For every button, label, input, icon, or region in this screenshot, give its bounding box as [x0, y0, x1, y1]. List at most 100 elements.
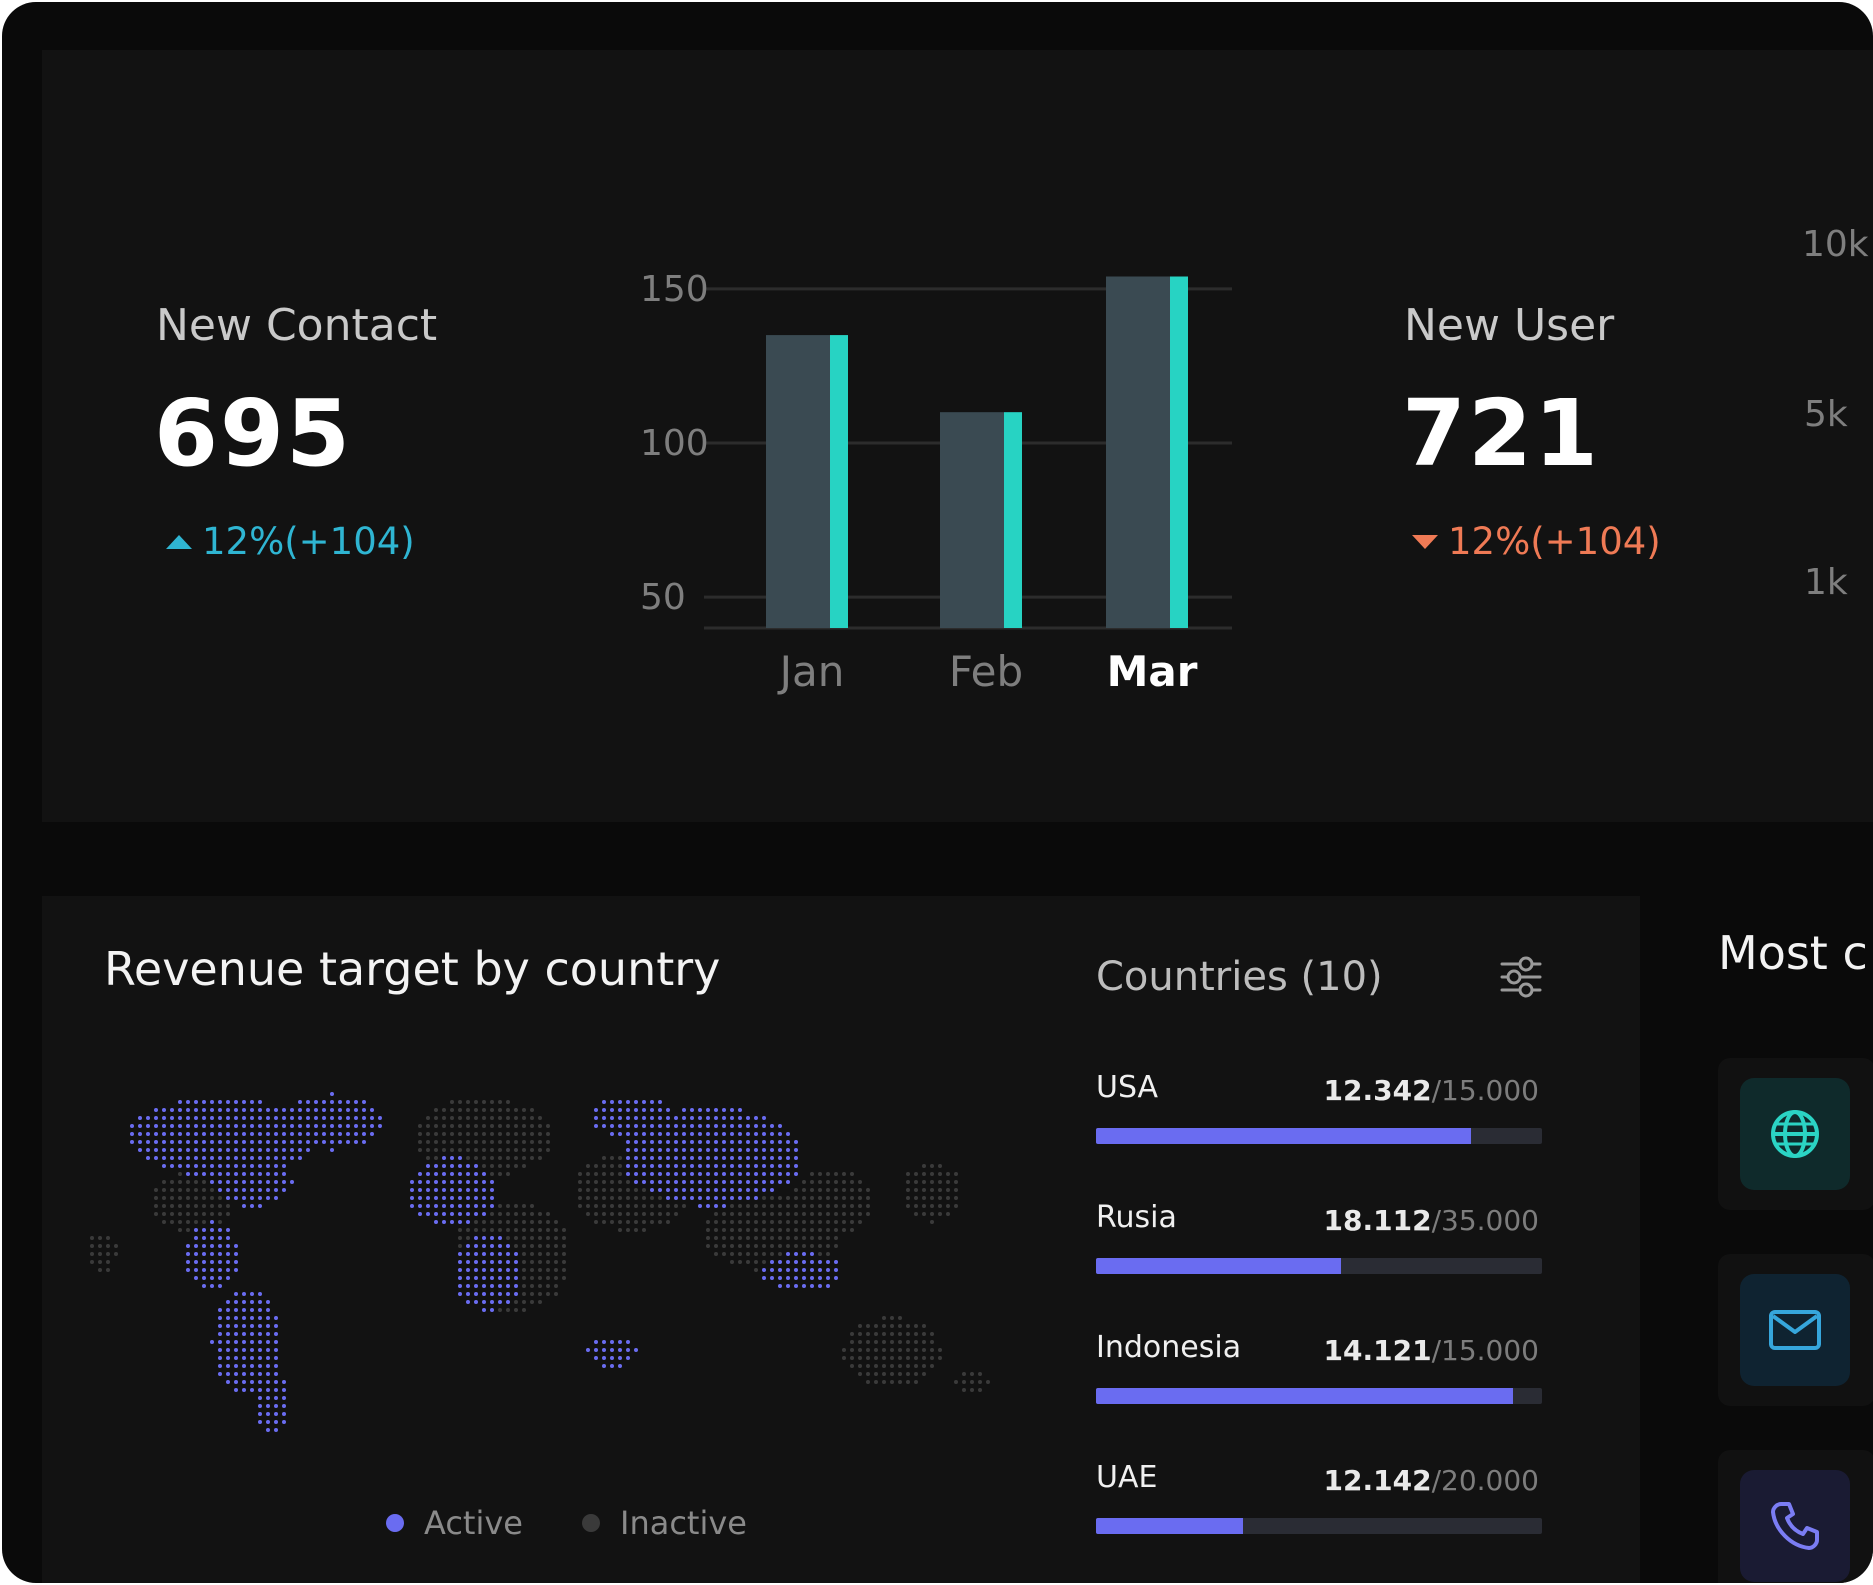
- bar-mar[interactable]: [1106, 276, 1170, 629]
- map-dot-inactive: [770, 1228, 774, 1232]
- map-dot-active: [722, 1204, 726, 1208]
- map-dot-active: [466, 1284, 470, 1288]
- map-dot-active: [650, 1116, 654, 1120]
- map-dot-active: [234, 1364, 238, 1368]
- bar-highlight-jan[interactable]: [830, 335, 848, 628]
- map-dot-active: [826, 1260, 830, 1264]
- map-dot-active: [266, 1188, 270, 1192]
- map-dot-inactive: [970, 1372, 974, 1376]
- map-dot-active: [330, 1100, 334, 1104]
- map-dot-active: [218, 1172, 222, 1176]
- map-dot-inactive: [594, 1188, 598, 1192]
- channel-row-web[interactable]: [1718, 1058, 1873, 1210]
- map-dot-active: [154, 1132, 158, 1136]
- new-user-delta-text: 12%(+104): [1448, 520, 1661, 563]
- map-dot-inactive: [746, 1252, 750, 1256]
- map-dot-inactive: [754, 1252, 758, 1256]
- map-dot-inactive: [90, 1244, 94, 1248]
- map-dot-active: [146, 1132, 150, 1136]
- map-dot-inactive: [946, 1196, 950, 1200]
- map-dot-active: [754, 1148, 758, 1152]
- bar-jan[interactable]: [766, 335, 830, 628]
- legend-active-dot: [386, 1514, 404, 1532]
- map-dot-active: [242, 1340, 246, 1344]
- bar-feb[interactable]: [940, 412, 1004, 628]
- map-dot-active: [482, 1180, 486, 1184]
- map-dot-inactive: [482, 1116, 486, 1120]
- map-dot-inactive: [546, 1124, 550, 1128]
- map-dot-inactive: [706, 1236, 710, 1240]
- map-dot-active: [626, 1100, 630, 1104]
- map-dot-inactive: [546, 1284, 550, 1288]
- map-dot-active: [154, 1108, 158, 1112]
- map-dot-inactive: [178, 1188, 182, 1192]
- map-dot-active: [250, 1348, 254, 1352]
- map-dot-active: [282, 1140, 286, 1144]
- map-dot-inactive: [594, 1196, 598, 1200]
- map-dot-inactive: [858, 1212, 862, 1216]
- map-dot-inactive: [906, 1372, 910, 1376]
- map-dot-active: [722, 1132, 726, 1136]
- map-dot-active: [226, 1156, 230, 1160]
- map-dot-active: [282, 1108, 286, 1112]
- map-dot-inactive: [634, 1188, 638, 1192]
- map-dot-inactive: [714, 1220, 718, 1224]
- map-dot-active: [474, 1172, 478, 1176]
- map-dot-inactive: [218, 1212, 222, 1216]
- map-dot-inactive: [634, 1212, 638, 1216]
- map-dot-active: [234, 1244, 238, 1248]
- map-dot-inactive: [506, 1308, 510, 1312]
- map-dot-inactive: [498, 1172, 502, 1176]
- map-dot-inactive: [954, 1172, 958, 1176]
- map-dot-inactive: [938, 1348, 942, 1352]
- map-dot-active: [666, 1172, 670, 1176]
- map-dot-active: [650, 1156, 654, 1160]
- map-dot-inactive: [930, 1164, 934, 1168]
- map-dot-active: [282, 1420, 286, 1424]
- map-dot-inactive: [562, 1252, 566, 1256]
- map-dot-inactive: [490, 1116, 494, 1120]
- map-dot-active: [626, 1132, 630, 1136]
- channel-row-phone[interactable]: [1718, 1450, 1873, 1583]
- map-dot-active: [186, 1148, 190, 1152]
- map-dot-active: [194, 1132, 198, 1136]
- map-dot-active: [170, 1132, 174, 1136]
- map-dot-inactive: [154, 1196, 158, 1200]
- map-dot-inactive: [786, 1204, 790, 1208]
- map-dot-active: [226, 1260, 230, 1264]
- map-dot-active: [290, 1132, 294, 1136]
- map-dot-active: [242, 1172, 246, 1176]
- map-dot-active: [194, 1236, 198, 1240]
- map-dot-active: [666, 1124, 670, 1128]
- map-dot-active: [274, 1404, 278, 1408]
- map-dot-inactive: [218, 1204, 222, 1208]
- channel-row-email[interactable]: [1718, 1254, 1873, 1406]
- map-dot-active: [234, 1268, 238, 1272]
- x-tick-label: Mar: [1107, 647, 1198, 696]
- map-dot-active: [738, 1188, 742, 1192]
- map-dot-active: [610, 1356, 614, 1360]
- map-dot-inactive: [810, 1196, 814, 1200]
- map-dot-inactive: [522, 1156, 526, 1160]
- map-dot-active: [362, 1116, 366, 1120]
- bar-highlight-feb[interactable]: [1004, 412, 1022, 628]
- map-dot-inactive: [474, 1228, 478, 1232]
- map-dot-active: [682, 1164, 686, 1168]
- map-dot-active: [314, 1140, 318, 1144]
- map-dot-active: [218, 1188, 222, 1192]
- bar-highlight-mar[interactable]: [1170, 276, 1188, 629]
- map-dot-inactive: [922, 1348, 926, 1352]
- filter-settings-icon[interactable]: [1496, 954, 1546, 1000]
- map-dot-active: [218, 1148, 222, 1152]
- map-dot-active: [234, 1108, 238, 1112]
- map-dot-active: [754, 1164, 758, 1168]
- map-dot-active: [482, 1196, 486, 1200]
- map-dot-active: [634, 1124, 638, 1128]
- map-dot-active: [274, 1396, 278, 1400]
- map-dot-inactive: [106, 1244, 110, 1248]
- map-dot-active: [618, 1356, 622, 1360]
- map-dot-inactive: [818, 1220, 822, 1224]
- map-dot-inactive: [546, 1252, 550, 1256]
- map-dot-active: [490, 1260, 494, 1264]
- map-dot-active: [810, 1268, 814, 1272]
